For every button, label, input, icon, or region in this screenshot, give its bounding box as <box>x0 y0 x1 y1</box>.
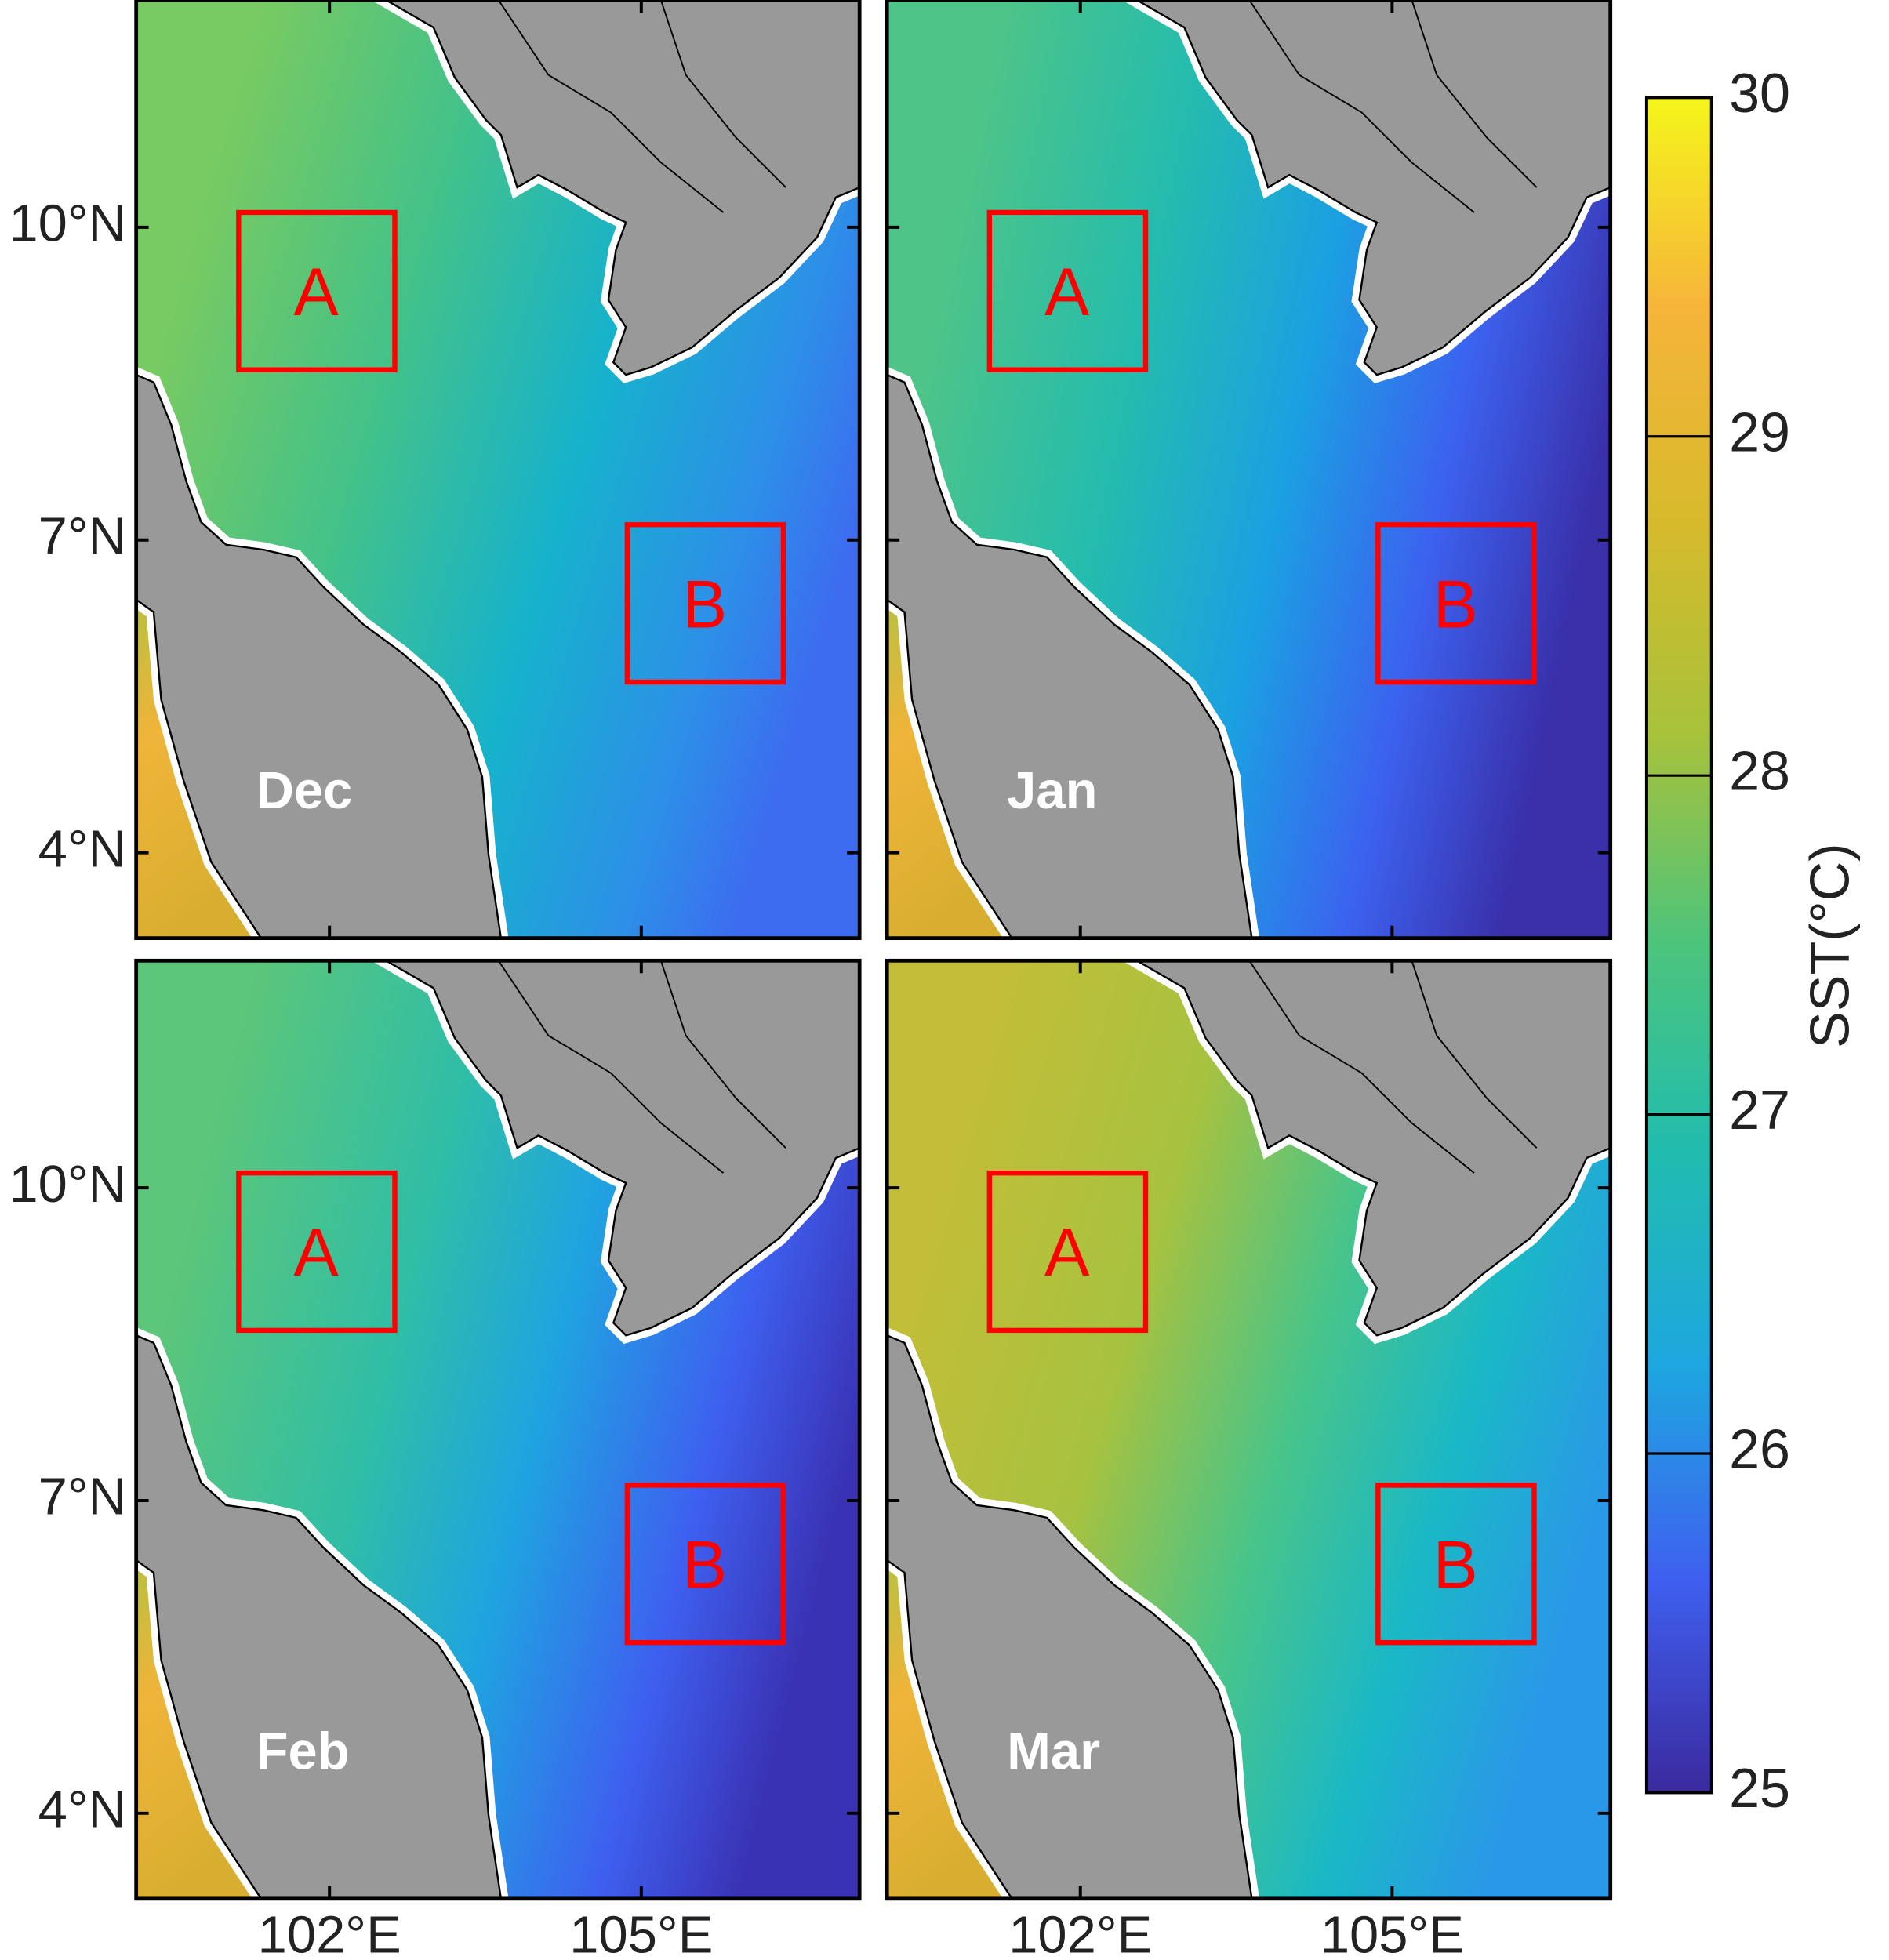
month-label: Feb <box>256 1722 350 1780</box>
map-area <box>887 960 1611 1899</box>
map-panel: A B Dec 4°N 7°N 10°N <box>9 0 862 941</box>
sea-west <box>887 599 1012 938</box>
y-tick-label: 10°N <box>9 1155 126 1214</box>
y-tick-label: 7°N <box>38 1468 126 1526</box>
region-box <box>1375 522 1537 685</box>
land <box>1135 960 1611 1337</box>
colorbar-tick-label: 27 <box>1729 1080 1790 1141</box>
river <box>497 0 786 213</box>
x-tick-label: 105°E <box>1320 1905 1464 1960</box>
land <box>887 1334 1253 1899</box>
region-box <box>1375 1483 1537 1646</box>
map-panel: A B Feb 102°E 105°E 4°N 7°N 10°N <box>9 958 862 1960</box>
region-box <box>236 1170 398 1334</box>
region-label: B <box>1433 1528 1477 1603</box>
land <box>383 0 860 376</box>
sea-west <box>136 1560 261 1899</box>
y-tick-label: 4°N <box>38 819 126 878</box>
colorbar-tick-label: 28 <box>1729 741 1790 802</box>
river <box>497 960 786 1174</box>
region-box <box>986 209 1149 372</box>
panel-frame <box>885 0 1613 941</box>
x-tick-label: 102°E <box>258 1905 401 1960</box>
colorbar-label: SST(°C) <box>1799 843 1860 1048</box>
y-tick-label: 7°N <box>38 506 126 565</box>
month-label: Jan <box>1007 761 1097 820</box>
colorbar <box>1644 96 1713 1795</box>
colorbar-tick-label: 26 <box>1729 1419 1790 1480</box>
x-tick-label: 102°E <box>1008 1905 1152 1960</box>
land <box>383 960 860 1337</box>
region-label: A <box>1044 1215 1090 1290</box>
region-label: A <box>1044 255 1090 330</box>
colorbar-tick-label: 25 <box>1729 1758 1790 1819</box>
map-area <box>887 0 1611 938</box>
region-label: B <box>1433 567 1477 642</box>
map-panel: A B Mar 102°E 105°E <box>885 958 1613 1960</box>
region-box <box>624 1483 786 1646</box>
river <box>1248 960 1538 1174</box>
y-tick-label: 10°N <box>9 194 126 253</box>
colorbar-tick-label: 29 <box>1729 401 1790 463</box>
land <box>136 373 503 938</box>
colorbar-tick-label: 30 <box>1729 63 1790 124</box>
panel-frame <box>134 958 862 1901</box>
land <box>136 1334 503 1899</box>
panel-frame <box>885 958 1613 1901</box>
land <box>1135 0 1611 376</box>
river <box>1248 0 1538 213</box>
region-box <box>236 209 398 372</box>
x-tick-label: 105°E <box>569 1905 713 1960</box>
region-label: B <box>682 567 727 642</box>
panel-frame <box>134 0 862 941</box>
region-label: A <box>293 255 339 330</box>
region-label: B <box>682 1528 727 1603</box>
land <box>887 373 1253 938</box>
sea-west <box>887 1560 1012 1899</box>
map-area <box>136 960 860 1899</box>
month-label: Mar <box>1007 1722 1100 1780</box>
sea-west <box>136 599 261 938</box>
region-box <box>624 522 786 685</box>
month-label: Dec <box>256 761 353 820</box>
y-tick-label: 4°N <box>38 1780 126 1838</box>
map-panel: A B Jan <box>885 0 1613 941</box>
map-area <box>136 0 860 938</box>
region-label: A <box>293 1215 339 1290</box>
region-box <box>986 1170 1149 1334</box>
